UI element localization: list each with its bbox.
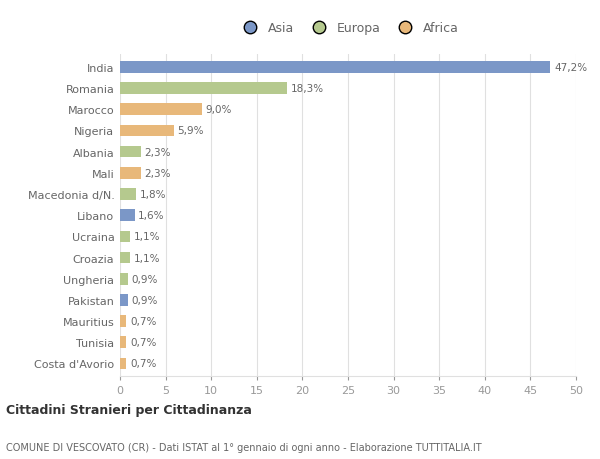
Legend: Asia, Europa, Africa: Asia, Europa, Africa	[235, 20, 461, 38]
Bar	[120, 231, 130, 243]
Text: 0,7%: 0,7%	[130, 358, 157, 369]
Text: Cittadini Stranieri per Cittadinanza: Cittadini Stranieri per Cittadinanza	[6, 403, 252, 416]
Bar	[120, 316, 127, 327]
Bar	[120, 210, 134, 222]
Text: 1,1%: 1,1%	[134, 232, 160, 242]
Bar	[120, 83, 287, 95]
Text: 9,0%: 9,0%	[206, 105, 232, 115]
Text: 18,3%: 18,3%	[290, 84, 323, 94]
Text: 5,9%: 5,9%	[178, 126, 204, 136]
Text: 1,6%: 1,6%	[138, 211, 165, 221]
Text: COMUNE DI VESCOVATO (CR) - Dati ISTAT al 1° gennaio di ogni anno - Elaborazione : COMUNE DI VESCOVATO (CR) - Dati ISTAT al…	[6, 442, 482, 452]
Text: 0,7%: 0,7%	[130, 337, 157, 347]
Bar	[120, 146, 141, 158]
Bar	[120, 125, 174, 137]
Bar	[120, 273, 128, 285]
Bar	[120, 189, 136, 201]
Bar	[120, 358, 127, 369]
Bar	[120, 337, 127, 348]
Bar	[120, 168, 141, 179]
Text: 1,1%: 1,1%	[134, 253, 160, 263]
Bar	[120, 295, 128, 306]
Text: 47,2%: 47,2%	[554, 63, 587, 73]
Bar	[120, 104, 202, 116]
Bar	[120, 62, 550, 73]
Text: 1,8%: 1,8%	[140, 190, 167, 200]
Text: 0,9%: 0,9%	[132, 295, 158, 305]
Text: 2,3%: 2,3%	[145, 168, 171, 179]
Text: 2,3%: 2,3%	[145, 147, 171, 157]
Bar	[120, 252, 130, 264]
Text: 0,9%: 0,9%	[132, 274, 158, 284]
Text: 0,7%: 0,7%	[130, 316, 157, 326]
